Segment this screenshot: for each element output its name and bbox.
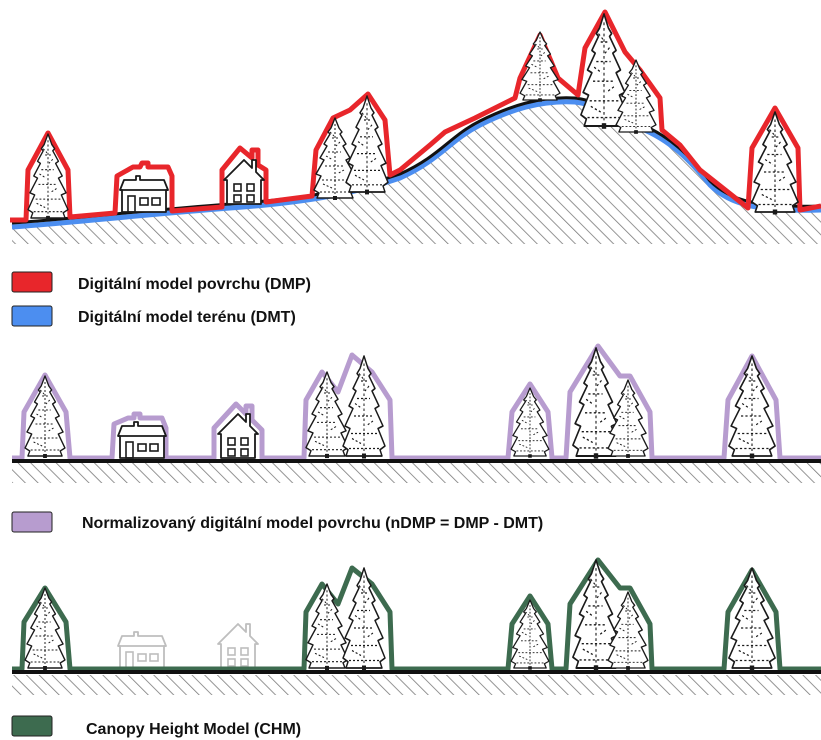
dmp-surface-line [10,9,821,223]
tree-icon [728,355,776,460]
ground-hatch [12,675,821,695]
ndmp-surface-line [12,343,821,461]
legend-swatch-chm [11,715,53,737]
legend-label-dmp: Digitální model povrchu (DMP) [78,276,311,293]
legend-chm: Canopy Height Model (CHM) [11,715,301,738]
legend-ndmp: Normalizovaný digitální model povrchu (n… [11,511,543,533]
tree-icon [510,599,550,671]
panel-chm [12,557,821,695]
ground-hatch [12,463,821,483]
house-icon [117,631,167,669]
legend-label-ndmp: Normalizovaný digitální model povrchu (n… [82,515,543,532]
tree-icon [728,567,776,672]
tree-icon [751,111,799,216]
legend-swatch-dmt [11,305,53,327]
tree-icon [342,567,386,672]
faded-houses [117,623,259,669]
tree-icon [24,587,66,671]
tree-icon [615,59,657,135]
terrain-hatch [12,101,821,245]
tree-icon [342,355,386,460]
chm-surface-line [12,557,821,672]
panel-dmp-dmt [10,9,821,245]
house-icon [217,623,259,669]
legend-dmt: Digitální model terénu (DMT) [11,305,296,327]
legend-swatch-dmp [11,271,53,293]
legend-label-dmt: Digitální model terénu (DMT) [78,309,296,326]
legend-label-chm: Canopy Height Model (CHM) [86,721,301,738]
tree-icon [24,375,66,459]
tree-icon [27,133,69,221]
house-icon [117,421,167,459]
legend-swatch-ndmp [11,511,53,533]
panel-ndmp [12,343,821,483]
tree-icon [510,387,550,459]
legend-dmp: Digitální model povrchu (DMP) [11,271,311,293]
house-icon [119,175,169,213]
